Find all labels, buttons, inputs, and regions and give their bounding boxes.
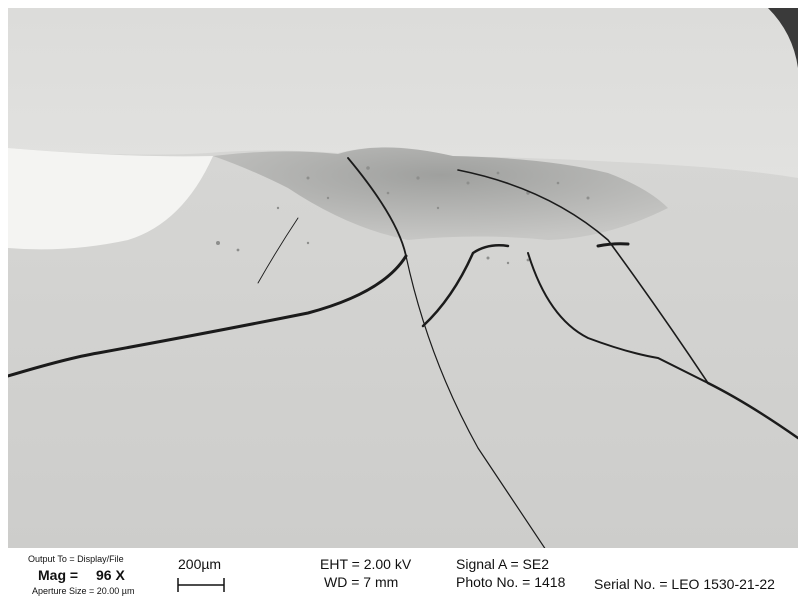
- bright-lobe: [8, 148, 213, 250]
- sem-data-bar: Output To = Display/File Mag = 96 X Aper…: [8, 550, 798, 602]
- signal-label: Signal A = SE2: [456, 556, 550, 572]
- aperture-label: Aperture Size = 20.00 µm: [32, 586, 135, 596]
- scale-bar-icon: [177, 578, 225, 592]
- scale-bar-label: 200µm: [178, 556, 222, 572]
- specimen-body: [8, 147, 798, 548]
- eht-label: EHT = 2.00 kV: [320, 556, 412, 572]
- micrograph-drawing: [8, 8, 798, 548]
- wd-label: WD = 7 mm: [324, 574, 399, 590]
- serial-number-label: Serial No. = LEO 1530-21-22: [594, 576, 775, 592]
- crack-lines: [8, 157, 798, 548]
- coating-region: [213, 147, 668, 240]
- mag-value: 96 X: [96, 567, 125, 583]
- photo-number-label: Photo No. = 1418: [456, 574, 566, 590]
- sem-micrograph-image: [8, 8, 798, 548]
- dark-corner: [768, 8, 798, 68]
- mag-label: Mag =: [38, 567, 79, 583]
- output-label: Output To = Display/File: [28, 554, 124, 564]
